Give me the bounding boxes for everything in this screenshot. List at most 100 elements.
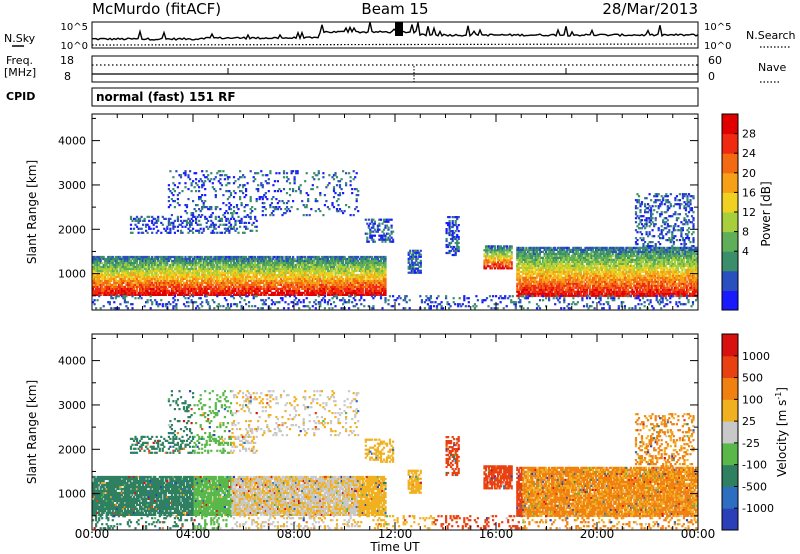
heatmap-cell bbox=[567, 260, 570, 263]
heatmap-cell bbox=[252, 271, 255, 275]
heatmap-cell bbox=[534, 264, 537, 267]
heatmap-cell bbox=[332, 263, 336, 267]
heatmap-cell bbox=[486, 263, 489, 266]
heatmap-cell bbox=[314, 291, 317, 294]
heatmap-cell bbox=[558, 246, 561, 249]
heatmap-cell bbox=[415, 259, 418, 262]
heatmap-cell bbox=[554, 260, 557, 263]
heatmap-cell bbox=[552, 248, 555, 251]
heatmap-cell bbox=[178, 293, 181, 296]
heatmap-cell bbox=[538, 266, 542, 269]
heatmap-cell bbox=[549, 252, 552, 255]
heatmap-cell bbox=[538, 282, 542, 285]
heatmap-cell bbox=[123, 277, 126, 280]
heatmap-cell bbox=[523, 270, 526, 273]
heatmap-cell bbox=[537, 248, 540, 251]
heatmap-cell bbox=[243, 267, 246, 271]
heatmap-cell bbox=[201, 267, 204, 271]
heatmap-cell bbox=[173, 279, 176, 282]
heatmap-cell bbox=[110, 271, 113, 275]
heatmap-cell bbox=[242, 255, 245, 259]
heatmap-cell bbox=[282, 273, 286, 277]
heatmap-cell bbox=[310, 283, 313, 286]
heatmap-cell bbox=[412, 271, 415, 274]
heatmap-cell bbox=[216, 287, 219, 290]
heatmap-cell bbox=[373, 267, 376, 271]
heatmap-cell bbox=[140, 289, 143, 292]
heatmap-cell bbox=[272, 281, 275, 284]
heatmap-cell bbox=[523, 272, 526, 275]
heatmap-cell bbox=[328, 265, 331, 269]
heatmap-cell bbox=[534, 280, 537, 283]
heatmap-cell bbox=[357, 265, 360, 269]
heatmap-cell bbox=[487, 257, 491, 260]
heatmap-cell bbox=[220, 281, 223, 284]
heatmap-cell bbox=[193, 269, 196, 273]
heatmap-cell bbox=[166, 283, 169, 286]
heatmap-cell bbox=[237, 261, 240, 265]
heatmap-cell bbox=[240, 257, 243, 261]
heatmap-cell bbox=[348, 255, 351, 259]
heatmap-cell bbox=[537, 266, 540, 269]
heatmap-cell bbox=[554, 256, 557, 259]
heatmap-cell bbox=[576, 284, 579, 287]
heatmap-cell bbox=[281, 275, 284, 279]
heatmap-cell bbox=[419, 259, 422, 262]
heatmap-cell bbox=[302, 263, 305, 267]
heatmap-cell bbox=[189, 261, 192, 265]
heatmap-cell bbox=[281, 259, 284, 263]
heatmap-cell bbox=[210, 293, 213, 296]
heatmap-cell bbox=[213, 273, 216, 277]
heatmap-cell bbox=[190, 289, 193, 292]
heatmap-cell bbox=[270, 275, 273, 279]
heatmap-cell bbox=[301, 273, 304, 277]
heatmap-cell bbox=[352, 289, 355, 292]
heatmap-cell bbox=[154, 259, 157, 263]
heatmap-cell bbox=[113, 259, 116, 263]
heatmap-cell bbox=[419, 265, 422, 268]
heatmap-cell bbox=[355, 277, 358, 280]
heatmap-cell bbox=[263, 273, 266, 277]
heatmap-cell bbox=[545, 268, 548, 271]
heatmap-cell bbox=[149, 277, 152, 280]
heatmap-cell bbox=[220, 265, 223, 269]
heatmap-cell bbox=[581, 254, 584, 257]
heatmap-cell bbox=[190, 255, 193, 259]
heatmap-cell bbox=[158, 259, 161, 263]
heatmap-cell bbox=[501, 261, 504, 264]
heatmap-cell bbox=[213, 271, 216, 275]
heatmap-cell bbox=[361, 287, 364, 290]
heatmap-cell bbox=[369, 289, 372, 292]
heatmap-cell bbox=[92, 291, 95, 294]
heatmap-cell bbox=[126, 261, 129, 265]
heatmap-cell bbox=[257, 285, 260, 288]
heatmap-cell bbox=[151, 285, 154, 288]
heatmap-cell bbox=[534, 254, 537, 257]
heatmap-cell bbox=[332, 275, 336, 279]
heatmap-cell bbox=[288, 291, 292, 294]
heatmap-cell bbox=[358, 277, 361, 280]
heatmap-cell bbox=[342, 265, 345, 269]
heatmap-cell bbox=[140, 291, 143, 294]
heatmap-cell bbox=[561, 270, 564, 273]
heatmap-cell bbox=[293, 269, 296, 273]
heatmap-cell bbox=[382, 293, 386, 296]
heatmap-cell bbox=[335, 255, 339, 259]
heatmap-cell bbox=[517, 282, 520, 285]
heatmap-cell bbox=[381, 287, 384, 290]
heatmap-cell bbox=[348, 269, 351, 273]
heatmap-cell bbox=[182, 283, 186, 286]
heatmap-cell bbox=[187, 267, 190, 271]
heatmap-cell bbox=[293, 285, 296, 288]
heatmap-cell bbox=[257, 271, 260, 275]
heatmap-cell bbox=[552, 270, 555, 273]
heatmap-cell bbox=[231, 291, 234, 294]
heatmap-cell bbox=[125, 269, 128, 273]
heatmap-cell bbox=[345, 275, 348, 279]
heatmap-cell bbox=[506, 255, 509, 258]
heatmap-cell bbox=[329, 259, 333, 263]
heatmap-cell bbox=[175, 281, 178, 284]
heatmap-cell bbox=[543, 258, 546, 261]
heatmap-cell bbox=[293, 287, 296, 290]
heatmap-cell bbox=[232, 267, 236, 271]
